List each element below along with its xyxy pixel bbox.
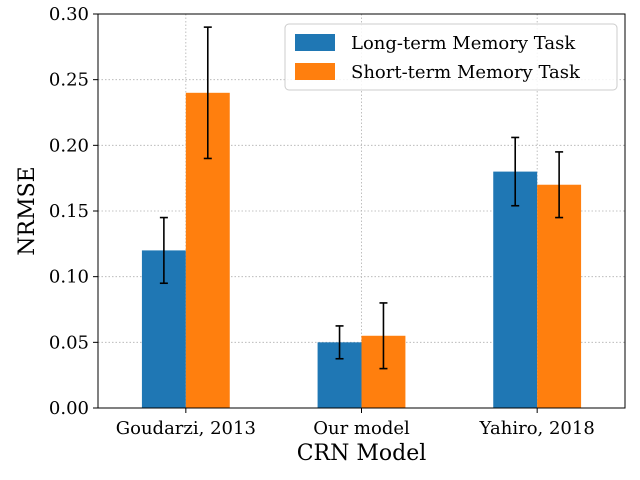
legend-label: Long-term Memory Task — [351, 33, 576, 54]
legend: Long-term Memory Task Short-term Memory T… — [284, 23, 618, 91]
x-tick-label: Goudarzi, 2013 — [116, 418, 256, 439]
x-tick-label: Our model — [313, 418, 410, 439]
legend-swatch — [295, 63, 335, 80]
legend-label: Short-term Memory Task — [351, 62, 581, 83]
y-axis-title: NRMSE — [15, 166, 40, 255]
y-axis: 0.00 0.05 0.10 0.15 0.20 0.25 0.30 — [49, 4, 98, 419]
y-tick-label: 0.15 — [49, 201, 89, 222]
x-tick-label: Yahiro, 2018 — [479, 418, 595, 439]
y-tick-label: 0.25 — [49, 70, 89, 91]
error-bars — [159, 26, 564, 370]
legend-box — [284, 23, 618, 91]
x-axis: Goudarzi, 2013 Our model Yahiro, 2018 — [116, 408, 595, 439]
legend-swatch — [295, 34, 335, 51]
y-tick-label: 0.10 — [49, 267, 89, 288]
y-tick-label: 0.30 — [49, 4, 89, 25]
bar — [537, 184, 582, 408]
y-tick-label: 0.05 — [49, 332, 89, 353]
bar — [493, 171, 538, 408]
bars — [141, 92, 582, 409]
y-tick-label: 0.20 — [49, 135, 89, 156]
y-tick-label: 0.00 — [49, 398, 89, 419]
x-axis-title: CRN Model — [297, 441, 427, 466]
